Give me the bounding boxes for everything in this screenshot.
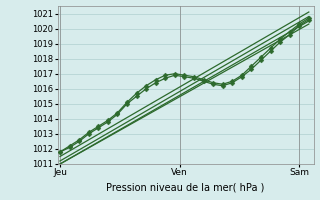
- X-axis label: Pression niveau de la mer( hPa ): Pression niveau de la mer( hPa ): [107, 183, 265, 193]
